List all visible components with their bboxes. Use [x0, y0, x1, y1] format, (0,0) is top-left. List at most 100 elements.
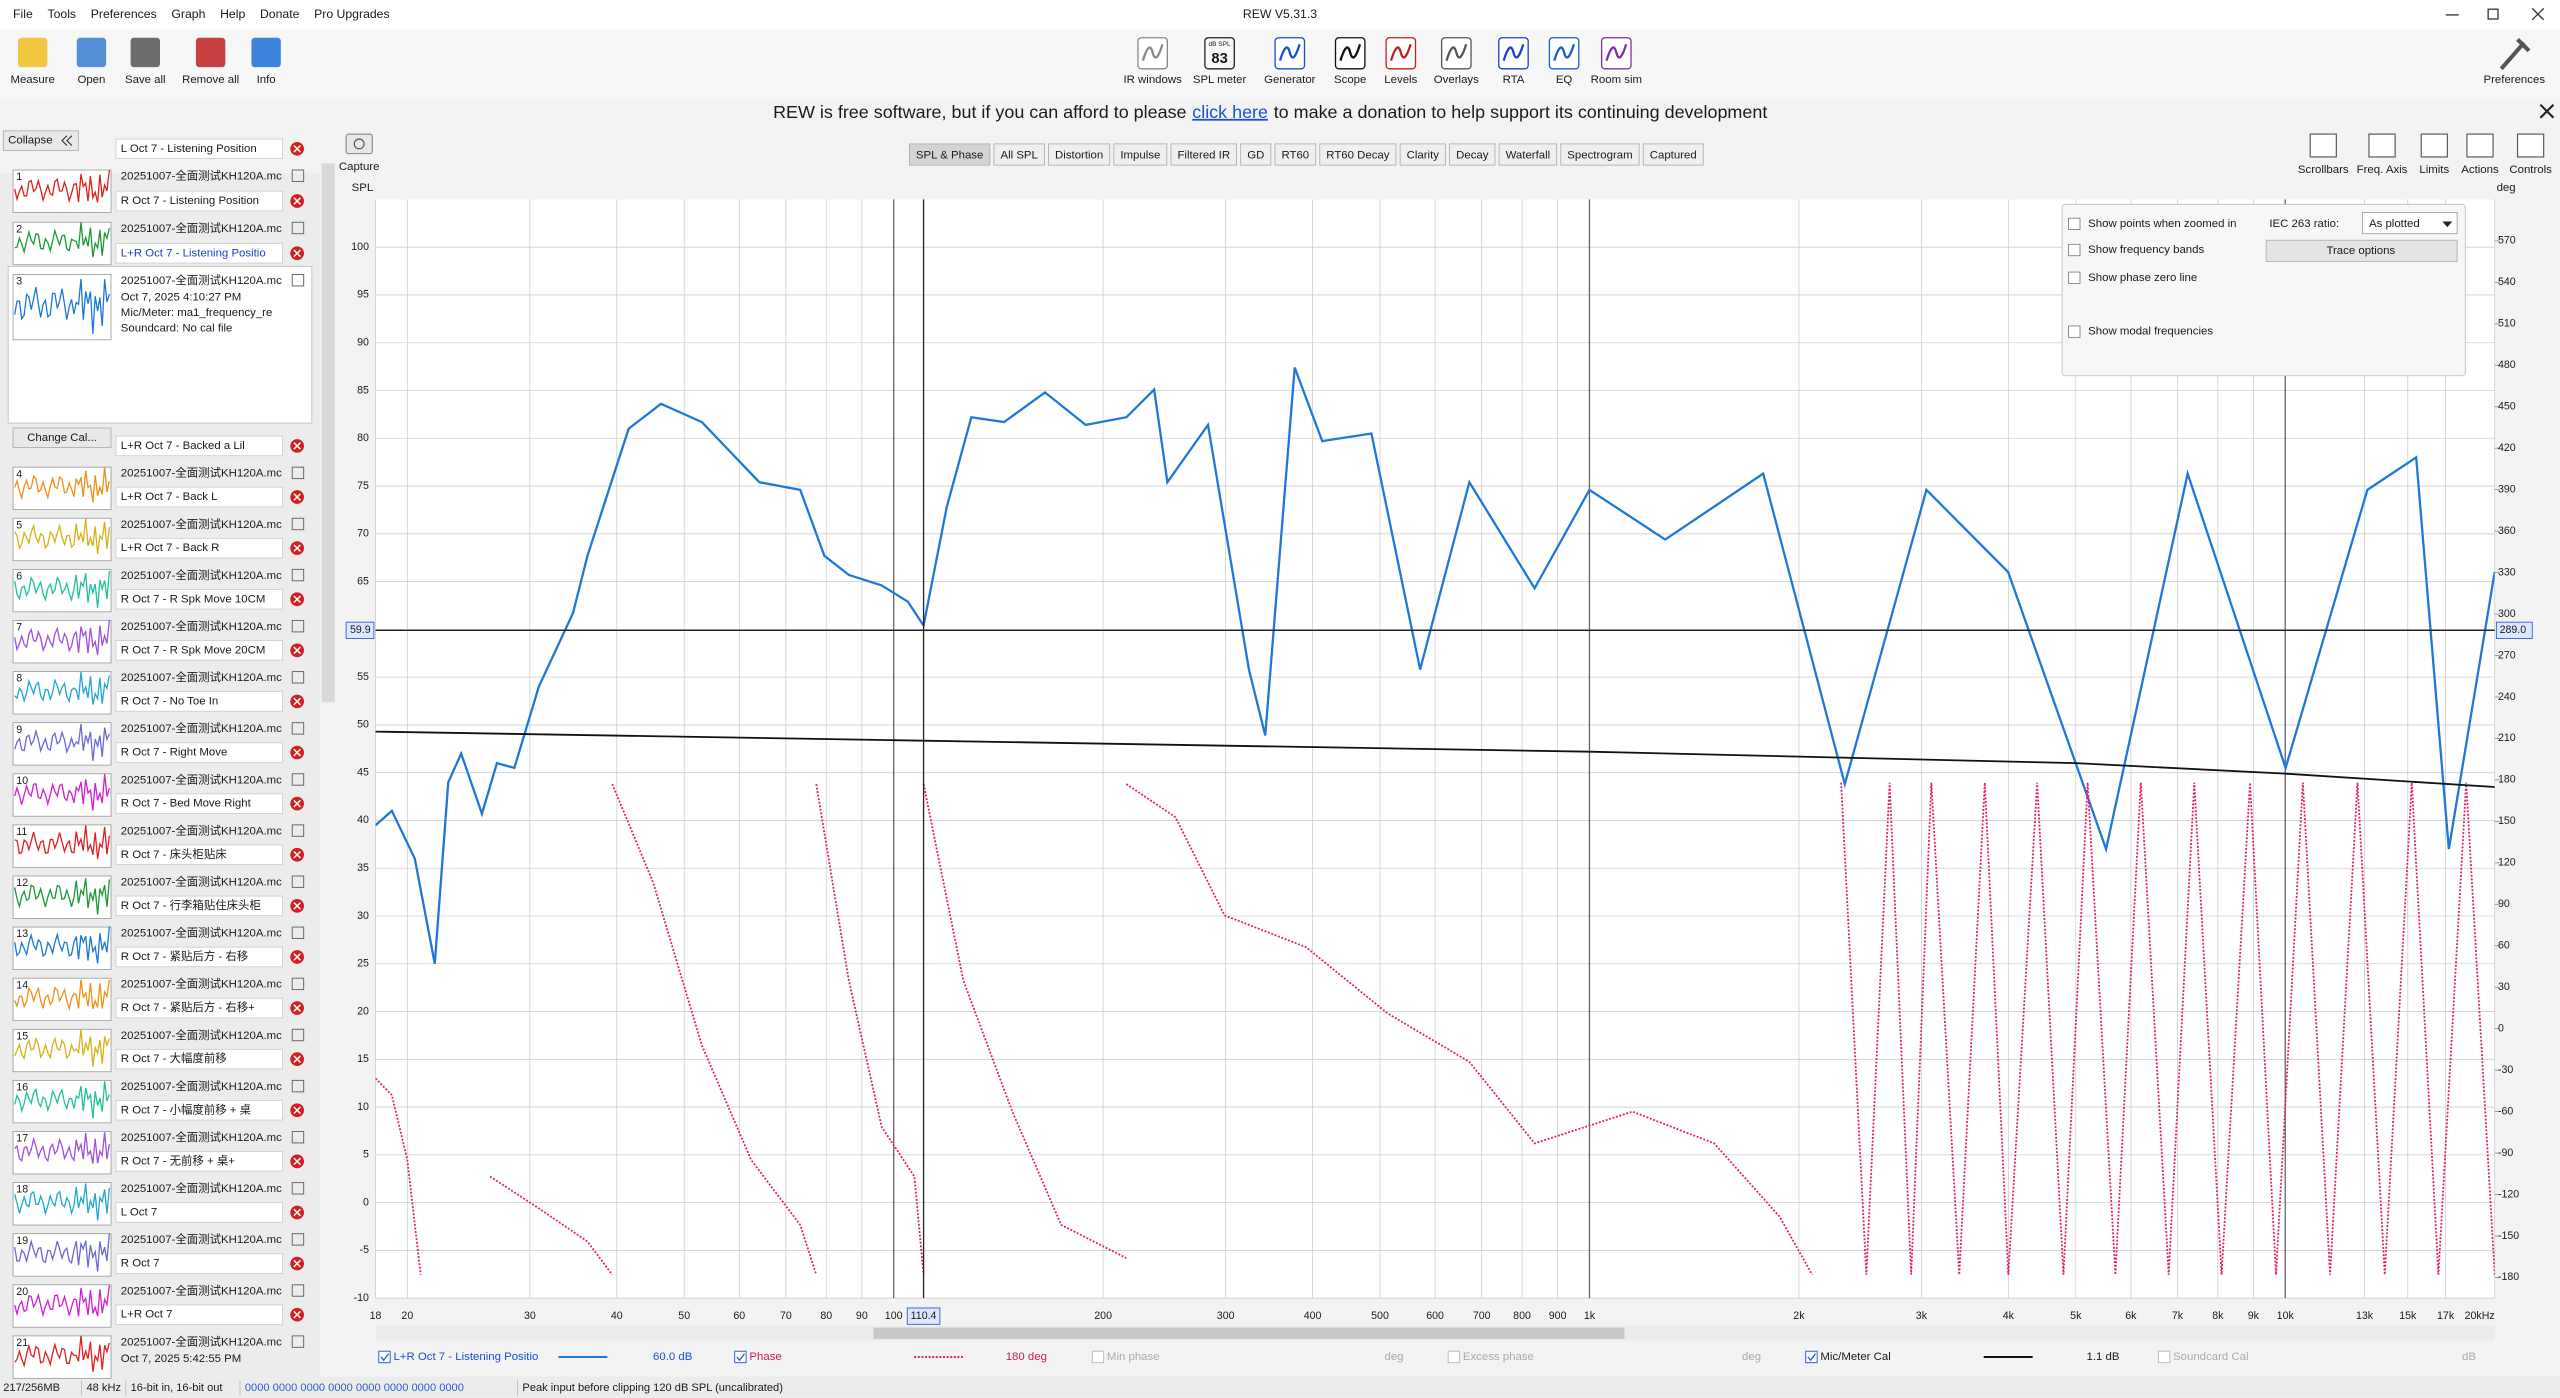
checkbox-label[interactable]: Show modal frequencies: [2088, 326, 2213, 338]
y2-tick-label: 390: [2498, 483, 2516, 495]
tab[interactable]: Distortion: [1049, 144, 1110, 165]
capture-label[interactable]: Capture: [339, 161, 380, 173]
toolbar-label: Levels: [1384, 74, 1417, 86]
y2-tick-label: 150: [2498, 815, 2516, 827]
menu-item[interactable]: Pro Upgrades: [314, 7, 390, 21]
tab[interactable]: RT60: [1275, 144, 1316, 165]
legend-readout: deg: [1384, 1351, 1403, 1363]
legend-readout: 180 deg: [1006, 1351, 1047, 1363]
collapse-button[interactable]: Collapse: [3, 131, 78, 151]
legend-checkbox[interactable]: [379, 1351, 390, 1362]
measurement-name: L+R Oct 7: [121, 1309, 173, 1321]
tab-label: GD: [1247, 149, 1264, 161]
y2-tick-label: -180: [2498, 1271, 2519, 1283]
y-tick-label: 30: [357, 910, 369, 922]
toolbar-icon: [18, 38, 47, 67]
tab[interactable]: Filtered IR: [1171, 144, 1237, 165]
graph-tool[interactable]: Actions: [2461, 134, 2499, 176]
toolbar-button[interactable]: Save all: [125, 38, 166, 86]
button-label[interactable]: Trace options: [2326, 245, 2395, 257]
tab[interactable]: Spectrogram: [1561, 144, 1639, 165]
menu-item[interactable]: Preferences: [91, 7, 157, 21]
thumbnail: [13, 672, 111, 714]
measurement-number: 16: [16, 1082, 28, 1094]
tab[interactable]: RT60 Decay: [1320, 144, 1396, 165]
toolbar-button[interactable]: RTA: [1499, 38, 1528, 86]
legend-checkbox[interactable]: [735, 1351, 746, 1362]
capture-icon[interactable]: [346, 134, 372, 154]
menu-item[interactable]: Donate: [260, 7, 300, 21]
sidebar-scrollbar[interactable]: [322, 163, 335, 702]
measurement-file: 20251007-全面测试KH120A.mc: [121, 721, 282, 735]
checkbox[interactable]: [2069, 326, 2080, 337]
legend-name[interactable]: Min phase: [1107, 1351, 1160, 1363]
tab[interactable]: GD: [1241, 144, 1271, 165]
legend-checkbox[interactable]: [1806, 1351, 1817, 1362]
tool-icon: [2310, 134, 2336, 157]
legend-name[interactable]: Soundcard Cal: [2173, 1351, 2248, 1363]
menu-item[interactable]: Help: [220, 7, 245, 21]
legend-name[interactable]: Phase: [749, 1351, 781, 1363]
tab[interactable]: Impulse: [1114, 144, 1167, 165]
y2-tick-label: 540: [2498, 276, 2516, 288]
tool-icon: [2369, 134, 2395, 157]
x-tick-label: 18: [370, 1310, 382, 1322]
measurement-file: 20251007-全面测试KH120A.mc: [121, 1283, 282, 1297]
measurement-file: 20251007-全面测试KH120A.mc: [121, 977, 282, 991]
measurement-name: R Oct 7 - 大幅度前移: [121, 1051, 227, 1065]
tab[interactable]: Decay: [1450, 144, 1495, 165]
tool-label: Limits: [2419, 164, 2449, 176]
measurement-name: R Oct 7 - No Toe In: [121, 695, 218, 707]
menu-item[interactable]: Graph: [171, 7, 205, 21]
tab[interactable]: All SPL: [994, 144, 1044, 165]
y-tick-label: 95: [357, 289, 369, 301]
measurement-file: 20251007-全面测试KH120A.mc: [121, 517, 282, 531]
tab[interactable]: Clarity: [1400, 144, 1445, 165]
toolbar-button[interactable]: Open: [77, 38, 106, 86]
measurement-file: 20251007-全面测试KH120A.mc: [121, 568, 282, 582]
menu-item[interactable]: Tools: [47, 7, 76, 21]
toolbar-label: Remove all: [182, 74, 239, 86]
measurement-number: 4: [16, 468, 22, 480]
y-tick-label: 25: [357, 958, 369, 970]
checkbox-label[interactable]: Show frequency bands: [2088, 244, 2204, 256]
measurement-name: R Oct 7 - Bed Move Right: [121, 798, 252, 810]
toolbar-button[interactable]: Scope: [1334, 38, 1366, 86]
x-tick-label: 50: [678, 1310, 690, 1322]
checkbox[interactable]: [2069, 218, 2080, 229]
graph-tool[interactable]: Limits: [2419, 134, 2449, 176]
legend-name[interactable]: Excess phase: [1463, 1351, 1534, 1363]
donate-link[interactable]: click here: [1192, 102, 1268, 122]
status-text: 217/256MB: [3, 1382, 60, 1394]
toolbar-label: SPL meter: [1193, 74, 1247, 86]
checkbox-label[interactable]: Show phase zero line: [2088, 272, 2197, 284]
checkbox[interactable]: [2069, 244, 2080, 255]
checkbox-label[interactable]: Show points when zoomed in: [2088, 218, 2236, 230]
measurement-name: R Oct 7 - 无前移 + 桌+: [121, 1153, 235, 1167]
checkbox[interactable]: [2069, 272, 2080, 283]
legend-checkbox[interactable]: [1448, 1351, 1459, 1362]
x-tick-label: 2k: [1793, 1310, 1805, 1322]
tab[interactable]: Waterfall: [1499, 144, 1557, 165]
y2-tick-label: -120: [2498, 1188, 2519, 1200]
toolbar-button[interactable]: Levels: [1384, 38, 1417, 86]
legend-name[interactable]: Mic/Meter Cal: [1820, 1351, 1890, 1363]
legend-checkbox[interactable]: [1092, 1351, 1103, 1362]
measurement-number: 6: [16, 571, 22, 583]
y-tick-label: 40: [357, 814, 369, 826]
measurement-file: 20251007-全面测试KH120A.mc: [121, 926, 282, 940]
change-cal-button[interactable]: Change Cal...: [13, 428, 111, 448]
measurement-number: 7: [16, 622, 22, 634]
tab[interactable]: Captured: [1643, 144, 1703, 165]
tab[interactable]: SPL & Phase: [909, 144, 989, 165]
y-tick-label: -5: [360, 1244, 370, 1256]
legend-name[interactable]: L+R Oct 7 - Listening Positio: [393, 1351, 538, 1363]
y2-tick-label: 480: [2498, 359, 2516, 371]
h-scroll-thumb[interactable]: [873, 1328, 1624, 1339]
measurement-number: 19: [16, 1235, 28, 1247]
menu-item[interactable]: File: [13, 7, 33, 21]
measurement-name: R Oct 7 - 小幅度前移 + 桌: [121, 1102, 251, 1116]
cursor-x-label: 110.4: [911, 1310, 937, 1322]
tab-label: Spectrogram: [1567, 149, 1632, 161]
legend-checkbox[interactable]: [2158, 1351, 2169, 1362]
